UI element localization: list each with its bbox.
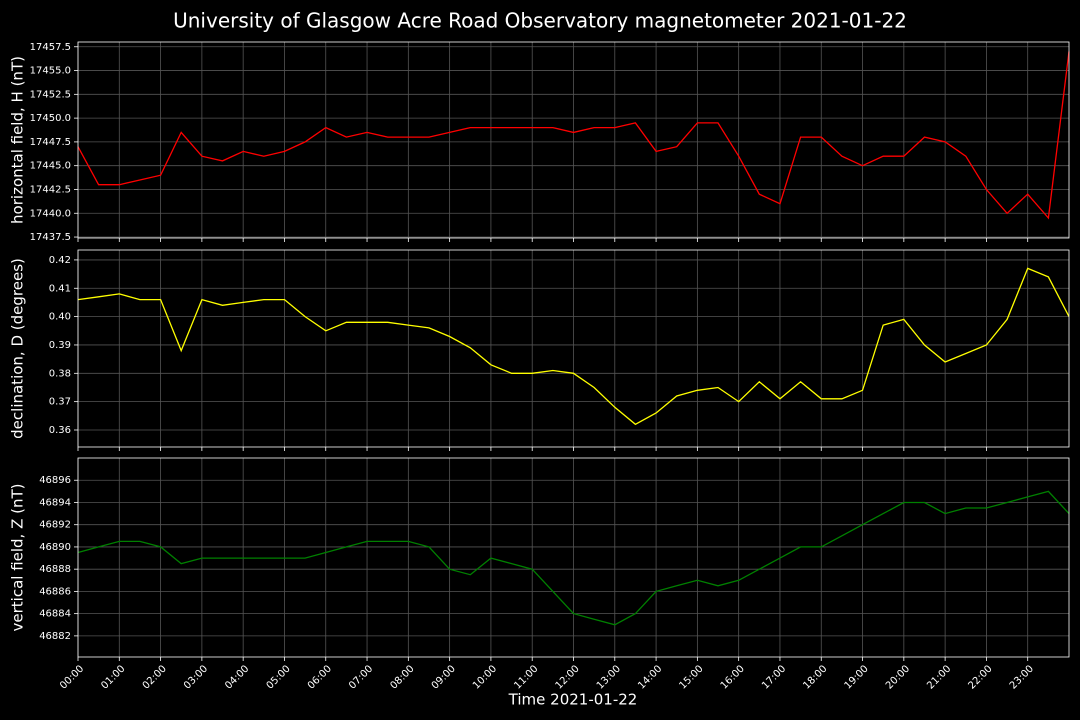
y-tick-label: 0.42 (49, 255, 71, 266)
y-axis-label: vertical field, Z (nT) (9, 483, 27, 631)
x-tick-label: 05:00 (265, 663, 293, 691)
x-tick-label: 13:00 (595, 663, 623, 691)
x-tick-label: 03:00 (182, 663, 210, 691)
x-tick-label: 09:00 (430, 663, 458, 691)
y-axis-label: declination, D (degrees) (9, 258, 27, 439)
plot-frame (77, 457, 1070, 658)
y-axis-label: horizontal field, H (nT) (9, 56, 27, 224)
plot-frame (77, 249, 1070, 448)
data-line (77, 51, 1070, 220)
y-tick-label: 17437.5 (30, 232, 71, 243)
x-tick-label: 17:00 (760, 663, 788, 691)
plot-frame (77, 41, 1070, 239)
x-tick-label: 21:00 (925, 663, 953, 691)
y-tick-label: 46884 (39, 609, 71, 620)
chart-title: University of Glasgow Acre Road Observat… (173, 9, 907, 33)
x-tick-label: 07:00 (347, 663, 375, 691)
x-tick-label: 00:00 (58, 663, 86, 691)
y-tick-label: 0.41 (49, 283, 71, 294)
y-tick-label: 46888 (39, 564, 71, 575)
x-tick-label: 18:00 (801, 663, 829, 691)
x-tick-label: 23:00 (1008, 663, 1036, 691)
y-tick-label: 17452.5 (30, 89, 71, 100)
y-tick-label: 17455.0 (30, 66, 71, 77)
x-axis-label: Time 2021-01-22 (508, 691, 638, 709)
y-tick-label: 46886 (39, 586, 71, 597)
y-tick-label: 0.40 (49, 312, 71, 323)
x-tick-label: 10:00 (471, 663, 499, 691)
x-tick-label: 06:00 (306, 663, 334, 691)
data-line (77, 267, 1070, 426)
x-tick-label: 16:00 (719, 663, 747, 691)
y-tick-label: 0.37 (49, 397, 71, 408)
y-tick-label: 0.36 (49, 425, 71, 436)
x-tick-label: 11:00 (512, 663, 540, 691)
y-tick-label: 46896 (39, 475, 71, 486)
x-tick-label: 15:00 (677, 663, 705, 691)
y-tick-label: 46892 (39, 520, 71, 531)
x-tick-label: 04:00 (223, 663, 251, 691)
x-tick-label: 19:00 (843, 663, 871, 691)
y-tick-label: 17445.0 (30, 161, 71, 172)
x-tick-label: 08:00 (388, 663, 416, 691)
x-tick-label: 02:00 (141, 663, 169, 691)
y-tick-label: 17440.0 (30, 208, 71, 219)
x-tick-label: 12:00 (554, 663, 582, 691)
y-tick-label: 17450.0 (30, 113, 71, 124)
data-line (77, 490, 1070, 626)
y-tick-label: 46890 (39, 542, 71, 553)
y-tick-label: 46882 (39, 631, 71, 642)
y-tick-label: 0.39 (49, 340, 71, 351)
x-tick-label: 01:00 (99, 663, 127, 691)
y-tick-label: 46894 (39, 497, 71, 508)
x-tick-label: 22:00 (966, 663, 994, 691)
y-tick-label: 17457.5 (30, 42, 71, 53)
x-tick-label: 20:00 (884, 663, 912, 691)
y-tick-label: 0.38 (49, 368, 71, 379)
x-tick-label: 14:00 (636, 663, 664, 691)
y-tick-label: 17447.5 (30, 137, 71, 148)
y-tick-label: 17442.5 (30, 184, 71, 195)
